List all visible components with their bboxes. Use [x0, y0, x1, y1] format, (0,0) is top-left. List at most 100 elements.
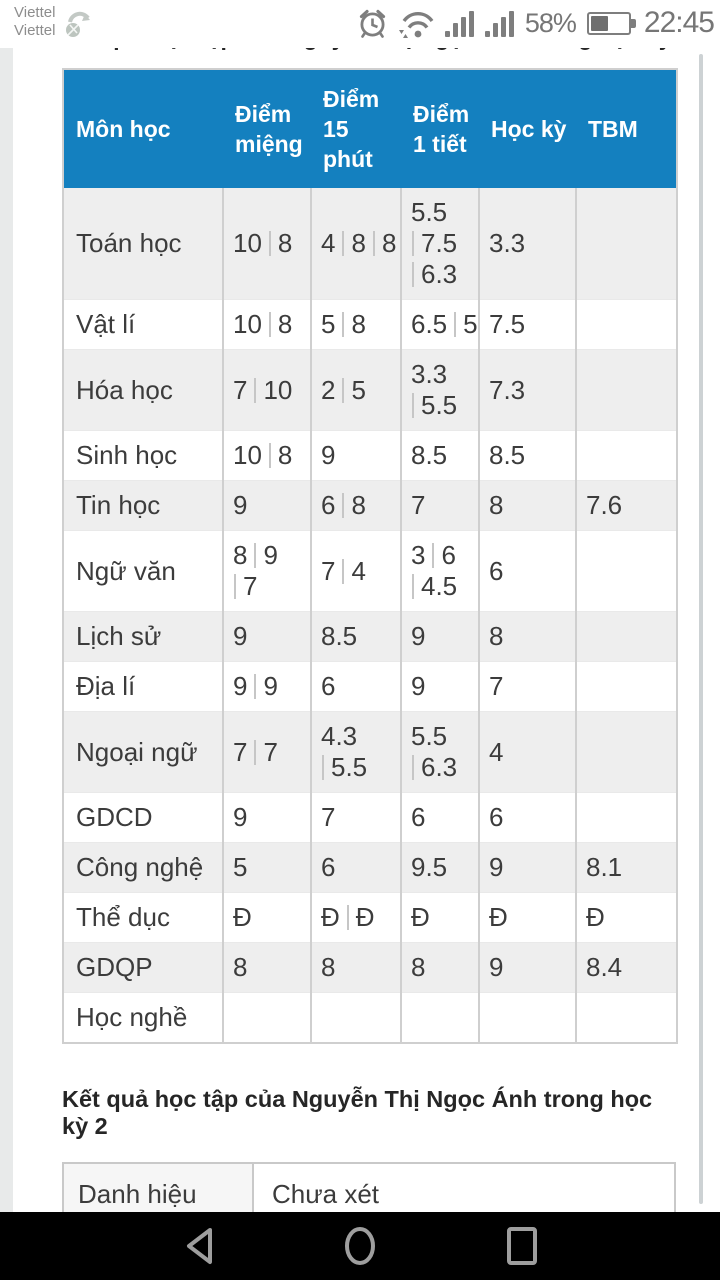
subject-cell: Lịch sử — [63, 611, 224, 662]
scrollbar-thumb[interactable] — [699, 54, 703, 1204]
table-row: GDCD 9 7 6 6 — [63, 792, 677, 843]
score-separator — [234, 574, 236, 599]
score-value: 7 — [489, 671, 504, 701]
column-header: Điểm 1 tiết — [401, 69, 479, 188]
grade-cell: 3 6 4.5 — [401, 530, 480, 612]
grade-cell: 7.5 — [479, 299, 577, 350]
score-value: 8 — [351, 490, 366, 520]
grade-cell — [223, 992, 312, 1044]
grade-cell: 7 — [401, 480, 480, 531]
home-button[interactable] — [340, 1224, 380, 1268]
subject-cell: Địa lí — [63, 661, 224, 712]
score-separator — [454, 312, 457, 337]
grade-cell: 5 — [223, 842, 312, 893]
grade-cell: 10 8 — [223, 430, 312, 481]
score-value: 6 — [489, 802, 504, 832]
score-separator — [346, 905, 349, 930]
grade-cell: 5.5 6.3 — [401, 711, 480, 793]
score-value: 6.3 — [421, 752, 458, 782]
grade-cell: 9 — [223, 480, 312, 531]
score-value: 3.3 — [489, 228, 526, 258]
table-row: Địa lí 9 9 6 9 7 — [63, 661, 677, 712]
score-value: Đ — [586, 902, 605, 932]
grade-cell — [576, 430, 677, 481]
score-separator — [412, 574, 414, 599]
grade-cell: 5.5 7.5 6.3 — [401, 188, 480, 300]
score-value: 10 — [233, 309, 262, 339]
score-separator — [412, 262, 414, 287]
grade-cell — [401, 992, 480, 1044]
score-value: Đ — [321, 902, 340, 932]
grade-cell — [311, 992, 402, 1044]
score-value: 8 — [321, 952, 336, 982]
grade-cell: 9 — [223, 611, 312, 662]
score-value: 4 — [351, 555, 366, 586]
grade-cell — [576, 711, 677, 793]
score-value: 8 — [233, 540, 248, 570]
subject-cell: Học nghề — [63, 992, 224, 1044]
subject-cell: Vật lí — [63, 299, 224, 350]
column-header: Môn học — [63, 69, 223, 188]
wifi-icon — [396, 8, 436, 39]
recents-button[interactable] — [502, 1224, 542, 1268]
score-value: 7 — [321, 555, 336, 586]
grade-cell — [576, 299, 677, 350]
score-value: 8 — [381, 228, 397, 258]
status-icons: 58% 22:45 — [358, 0, 720, 40]
android-nav-bar — [0, 1212, 720, 1280]
column-header: Điểm 15 phút — [311, 69, 401, 188]
score-value: 9.5 — [411, 852, 448, 882]
battery-icon — [586, 11, 636, 35]
grade-cell — [576, 530, 677, 612]
score-value: 6.3 — [421, 259, 458, 289]
score-value: 5 — [233, 852, 248, 882]
score-value: 7.5 — [421, 228, 458, 258]
score-value: 3 — [411, 540, 426, 570]
score-value: 9 — [489, 952, 504, 982]
table-row: Hóa học 7 10 2 5 3.3 5.5 7.3 — [63, 349, 677, 431]
battery-fill — [590, 15, 608, 31]
score-value: 9 — [411, 671, 426, 701]
clock-label: 22:45 — [643, 6, 715, 39]
grade-cell: 6 — [479, 530, 577, 612]
grade-cell: 8.4 — [576, 942, 677, 993]
score-value: 8 — [489, 490, 504, 520]
header-row: Môn học Điểm miệng Điểm 15 phút Điểm 1 tiết… — [63, 69, 677, 188]
back-button[interactable] — [178, 1224, 218, 1268]
grade-cell: 9 — [479, 842, 577, 893]
grade-cell: 10 8 — [223, 188, 312, 300]
table-row: Toán học 10 8 4 8 8 5.5 7.5 6.3 3.3 — [63, 188, 677, 300]
table-row: Sinh học 10 8 9 8.5 8.5 — [63, 430, 677, 481]
grade-cell — [576, 661, 677, 712]
grade-cell: 7.6 — [576, 480, 677, 531]
score-value: 10 — [263, 374, 293, 405]
score-separator — [342, 312, 345, 337]
grade-cell: 8 — [311, 942, 402, 993]
score-value: 9 — [263, 671, 278, 701]
score-value: Đ — [233, 902, 252, 932]
notification-icon — [63, 8, 93, 45]
battery-percent-label: 58% — [524, 7, 577, 38]
grade-cell: 9 — [401, 611, 480, 662]
score-value: 7 — [263, 736, 278, 767]
grade-cell — [576, 792, 677, 843]
score-separator — [254, 377, 257, 403]
table-row: Lịch sử 9 8.5 9 8 — [63, 611, 677, 662]
score-value: 9 — [321, 440, 336, 470]
score-separator — [322, 755, 324, 780]
score-value: 10 — [233, 440, 262, 470]
score-separator — [342, 231, 345, 256]
grades-table: Môn học Điểm miệng Điểm 15 phút Điểm 1 tiết… — [62, 68, 678, 1044]
score-value: 10 — [233, 228, 262, 258]
score-value: 8 — [489, 621, 504, 651]
score-value: 5.5 — [421, 390, 458, 420]
table-row: Tin học 9 6 8 7 8 7.6 — [63, 480, 677, 531]
grade-cell: 3.3 5.5 — [401, 349, 480, 431]
score-separator — [268, 312, 271, 337]
score-separator — [254, 739, 257, 765]
status-bar: Viettel Viettel — [0, 0, 720, 48]
score-value: 9 — [263, 540, 278, 570]
